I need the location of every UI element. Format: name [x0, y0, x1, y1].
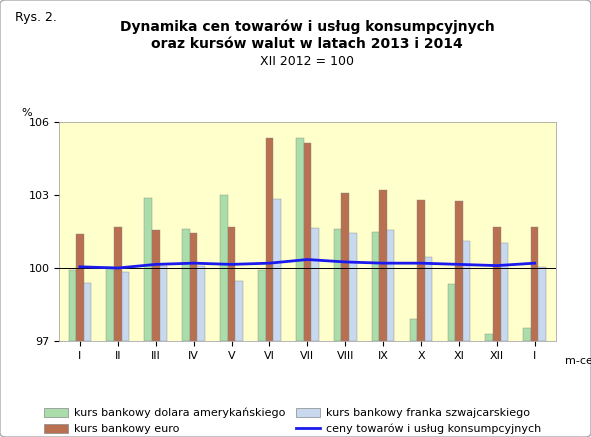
Bar — [122, 272, 129, 341]
Bar — [342, 193, 349, 341]
Bar — [311, 228, 319, 341]
Bar — [447, 284, 455, 341]
Bar — [485, 333, 493, 341]
Text: m-ce: m-ce — [566, 356, 591, 366]
Bar — [273, 199, 281, 341]
Bar — [228, 227, 235, 341]
Bar — [372, 232, 379, 341]
Bar — [379, 191, 387, 341]
Bar — [265, 138, 273, 341]
Bar — [349, 233, 356, 341]
Bar — [220, 195, 228, 341]
Text: %: % — [21, 108, 32, 118]
Bar — [152, 230, 160, 341]
Bar — [523, 327, 531, 341]
Bar — [69, 271, 76, 341]
Text: oraz kursów walut w latach 2013 i 2014: oraz kursów walut w latach 2013 i 2014 — [151, 37, 463, 51]
Text: Rys. 2.: Rys. 2. — [15, 11, 57, 24]
Legend: kurs bankowy dolara amerykańskiego, kurs bankowy euro, kurs bankowy franka szwaj: kurs bankowy dolara amerykańskiego, kurs… — [44, 408, 541, 434]
Bar — [501, 243, 508, 341]
Bar — [182, 229, 190, 341]
Bar — [190, 233, 197, 341]
Bar — [387, 230, 394, 341]
Bar — [417, 200, 425, 341]
Text: XII 2012 = 100: XII 2012 = 100 — [260, 55, 355, 68]
Bar — [258, 271, 265, 341]
Bar — [531, 227, 538, 341]
Bar — [493, 227, 501, 341]
Bar — [106, 267, 114, 341]
Bar — [160, 266, 167, 341]
Bar — [296, 138, 304, 341]
Bar — [538, 267, 546, 341]
Bar — [84, 283, 92, 341]
Bar — [304, 143, 311, 341]
Bar — [425, 257, 433, 341]
Bar — [197, 266, 205, 341]
Bar — [76, 234, 84, 341]
Bar — [235, 281, 243, 341]
Bar — [144, 198, 152, 341]
Bar — [334, 229, 342, 341]
Bar — [410, 319, 417, 341]
Bar — [455, 201, 463, 341]
Bar — [114, 227, 122, 341]
Text: Dynamika cen towarów i usług konsumpcyjnych: Dynamika cen towarów i usług konsumpcyjn… — [120, 20, 495, 34]
Bar — [463, 241, 470, 341]
